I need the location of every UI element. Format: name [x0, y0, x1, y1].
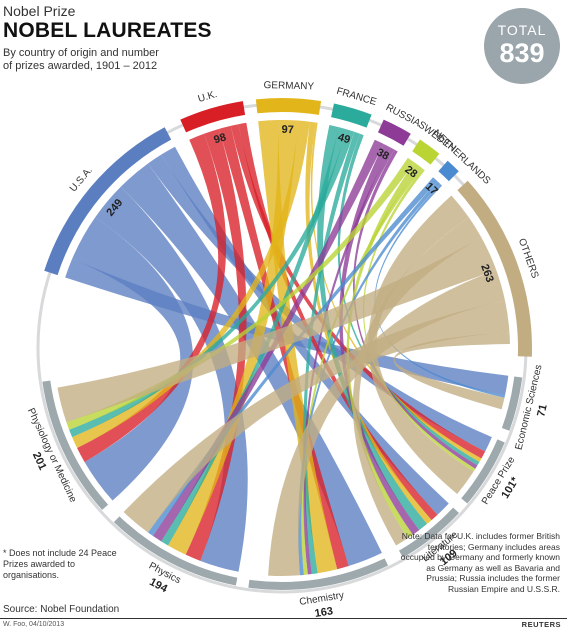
ribbon-usa-phys [95, 186, 248, 572]
ribbon-others-phys [123, 300, 510, 533]
arc-uk [180, 101, 246, 133]
arc-prize-econ [501, 376, 523, 431]
arc-prize-phys [113, 516, 238, 586]
kicker: Nobel Prize [3, 3, 76, 19]
ribbon-france-chem [303, 131, 360, 575]
ribbon-uk-phys [185, 128, 247, 561]
credit-line: W. Foo, 04/10/2013 [3, 621, 65, 628]
value-france: 49 [336, 131, 351, 146]
ribbon-usa-peace [147, 154, 492, 452]
ribbon-russia-phys [152, 139, 384, 542]
label-france: FRANCE [335, 86, 378, 108]
ribbon-france-phys [161, 127, 347, 546]
label-uk: U.K. [197, 89, 219, 105]
arc-usa [44, 127, 172, 276]
ribbon-germany-phys [168, 120, 298, 555]
value-uk: 98 [212, 131, 227, 146]
value-germany: 97 [281, 124, 294, 136]
arc-prize-chem [248, 558, 389, 590]
arc-prize-peace [461, 439, 505, 504]
agency-name: REUTERS [521, 620, 561, 629]
ribbon-france-peace [337, 133, 480, 466]
ribbon-others-econ [393, 332, 510, 410]
subtitle: By country of origin and number of prize… [3, 47, 159, 72]
ribbon-others-chem [268, 270, 506, 576]
arc-others [457, 180, 532, 357]
ribbon-others-med [57, 237, 497, 423]
ribbon-usa-med [72, 217, 194, 501]
arc-sweden [412, 139, 440, 165]
ribbon-usa-lit [161, 146, 449, 515]
arc-prize-lit [399, 507, 459, 558]
total-badge: TOTAL 839 [484, 8, 560, 84]
source-line: Source: Nobel Foundation [3, 604, 120, 615]
ribbon-netherlands-phys [147, 177, 438, 536]
arc-germany [255, 97, 322, 115]
arc-netherlands [438, 160, 459, 182]
ribbons [57, 120, 510, 576]
arc-prize-med [42, 380, 109, 510]
ribbon-france-lit [317, 124, 428, 531]
arc-russia [377, 119, 411, 146]
ribbon-uk-med [77, 133, 227, 463]
value-others: 263 [478, 263, 496, 284]
arc-france [331, 103, 372, 128]
ribbon-others-peace [368, 195, 474, 494]
label-netherlands: NETHERLANDS [431, 128, 493, 187]
page-title: NOBEL LAUREATES [3, 19, 212, 42]
ribbon-usa-econ [65, 258, 509, 396]
bottom-rule [0, 618, 567, 619]
data-note: Note: Data for U.K. includes former Brit… [400, 531, 560, 594]
total-label: TOTAL [497, 22, 547, 38]
value-prize-chem: 163 [314, 605, 334, 620]
value-prize-econ: 71 [535, 403, 550, 418]
value-sweden: 28 [402, 164, 419, 181]
label-germany: GERMANY [263, 80, 314, 92]
total-value: 839 [499, 38, 545, 68]
value-russia: 38 [375, 146, 391, 162]
footnote: * Does not include 24 Peace Prizes award… [3, 548, 117, 580]
ribbon-uk-chem [219, 125, 349, 570]
label-prize-chem: Chemistry [299, 590, 345, 608]
agency-logo: REUTERS [522, 620, 561, 629]
